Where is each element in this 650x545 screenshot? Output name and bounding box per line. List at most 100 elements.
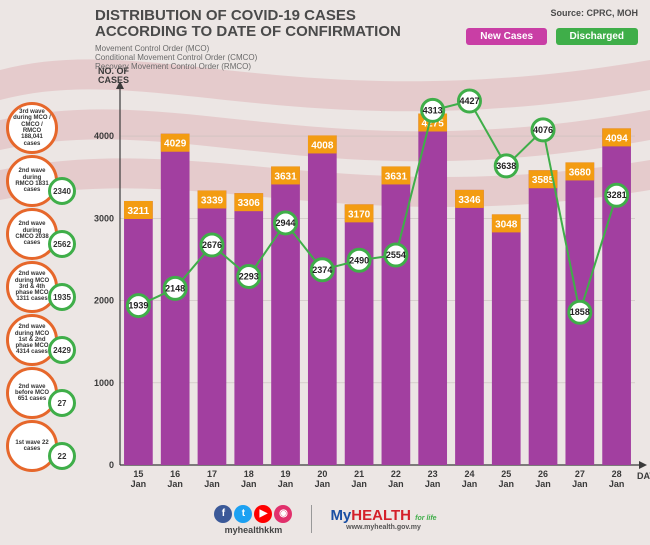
summary-small-ring: 2429: [48, 336, 76, 364]
svg-text:Jan: Jan: [241, 479, 257, 489]
bar-label: 3631: [385, 171, 408, 182]
bar: [492, 214, 521, 465]
svg-text:Jan: Jan: [609, 479, 625, 489]
x-tick: 23: [428, 469, 438, 479]
chart: 0100020003000400032114029333933063631400…: [0, 0, 650, 545]
side-item: 2nd wave during RMCO 1831 cases2340: [4, 153, 90, 206]
line-marker-label: 3281: [607, 190, 627, 200]
side-item: 2nd wave before MCO 651 cases27: [4, 365, 90, 418]
svg-text:0: 0: [109, 460, 114, 470]
bar: [602, 128, 631, 465]
svg-text:3000: 3000: [94, 213, 114, 223]
x-tick: 24: [464, 469, 474, 479]
summary-small-ring: 27: [48, 389, 76, 417]
bar-label: 3585: [532, 175, 555, 186]
bar: [124, 201, 153, 465]
bar-label: 3631: [274, 171, 297, 182]
svg-text:1000: 1000: [94, 378, 114, 388]
svg-text:Jan: Jan: [462, 479, 478, 489]
svg-text:Jan: Jan: [425, 479, 441, 489]
side-item: 2nd wave during MCO 3rd & 4th phase MCO …: [4, 259, 90, 312]
bar: [455, 190, 484, 465]
brand-name: MyHEALTH for life: [330, 507, 436, 524]
side-item: 2nd wave during CMCO 2038 cases2562: [4, 206, 90, 259]
summary-small-ring: 1935: [48, 283, 76, 311]
line-marker-label: 1858: [570, 307, 590, 317]
line-marker-label: 4313: [423, 105, 443, 115]
social-block: ft▶◉ myhealthkkm: [213, 503, 293, 535]
line-marker-label: 2944: [276, 218, 296, 228]
side-item: 1st wave 22 cases22: [4, 418, 90, 471]
bar: [529, 170, 558, 465]
footer-divider: [311, 505, 312, 533]
summary-ring: 3rd wave during MCO / CMCO / RMCO 188,04…: [6, 102, 58, 154]
line-marker-label: 2148: [165, 283, 185, 293]
bar: [234, 193, 263, 465]
line-marker-label: 2293: [239, 271, 259, 281]
social-handle: myhealthkkm: [225, 525, 283, 535]
line-marker-label: 4076: [533, 125, 553, 135]
bar: [198, 190, 227, 465]
line-marker-label: 2676: [202, 240, 222, 250]
social-icon[interactable]: f: [214, 505, 232, 523]
bar-label: 4008: [311, 140, 334, 151]
bar-label: 3170: [348, 209, 371, 220]
svg-text:Jan: Jan: [388, 479, 404, 489]
bar: [345, 204, 374, 465]
bar-label: 3346: [458, 195, 481, 206]
svg-text:Jan: Jan: [535, 479, 551, 489]
x-tick: 28: [612, 469, 622, 479]
brand-block: MyHEALTH for life www.myhealth.gov.my: [330, 507, 436, 531]
line-marker-label: 3638: [496, 161, 516, 171]
x-tick: 18: [244, 469, 254, 479]
x-tick: 17: [207, 469, 217, 479]
bar: [308, 135, 337, 465]
x-tick: 20: [317, 469, 327, 479]
brand-health: HEALTH: [351, 507, 411, 524]
summary-small-ring: 2562: [48, 230, 76, 258]
social-icons: ft▶◉: [213, 503, 293, 523]
x-tick: 16: [170, 469, 180, 479]
side-summary: 3rd wave during MCO / CMCO / RMCO 188,04…: [4, 100, 90, 471]
summary-small-ring: 22: [48, 442, 76, 470]
x-tick: 25: [501, 469, 511, 479]
social-icon[interactable]: ▶: [254, 505, 272, 523]
bar-label: 3339: [201, 195, 224, 206]
bar-label: 3680: [569, 167, 592, 178]
svg-text:Jan: Jan: [167, 479, 183, 489]
bar: [382, 166, 411, 465]
brand-my: My: [330, 507, 351, 524]
line-marker-label: 2490: [349, 255, 369, 265]
x-tick: 15: [133, 469, 143, 479]
svg-text:Jan: Jan: [204, 479, 220, 489]
summary-small-ring: 2340: [48, 177, 76, 205]
line-marker-label: 2554: [386, 250, 406, 260]
svg-text:Jan: Jan: [315, 479, 331, 489]
x-tick: 22: [391, 469, 401, 479]
svg-text:Jan: Jan: [498, 479, 514, 489]
line-marker-label: 2374: [312, 265, 332, 275]
svg-text:Jan: Jan: [572, 479, 588, 489]
svg-text:Jan: Jan: [131, 479, 147, 489]
x-tick: 19: [281, 469, 291, 479]
svg-text:4000: 4000: [94, 131, 114, 141]
side-item: 3rd wave during MCO / CMCO / RMCO 188,04…: [4, 100, 90, 153]
x-tick: 27: [575, 469, 585, 479]
line-marker-label: 1939: [128, 301, 148, 311]
x-tick: 26: [538, 469, 548, 479]
social-icon[interactable]: ◉: [274, 505, 292, 523]
bar-label: 3048: [495, 219, 518, 230]
bar-label: 3306: [238, 198, 261, 209]
brand-tag: for life: [415, 515, 436, 522]
svg-text:Jan: Jan: [351, 479, 367, 489]
social-icon[interactable]: t: [234, 505, 252, 523]
x-tick: 21: [354, 469, 364, 479]
svg-text:Jan: Jan: [278, 479, 294, 489]
bar-label: 4029: [164, 139, 187, 150]
footer: ft▶◉ myhealthkkm MyHEALTH for life www.m…: [0, 497, 650, 541]
line-marker-label: 4427: [459, 96, 479, 106]
bar: [418, 114, 447, 466]
bar-label: 3211: [128, 206, 150, 217]
bar-label: 4094: [605, 133, 628, 144]
brand-url: www.myhealth.gov.my: [346, 524, 421, 531]
